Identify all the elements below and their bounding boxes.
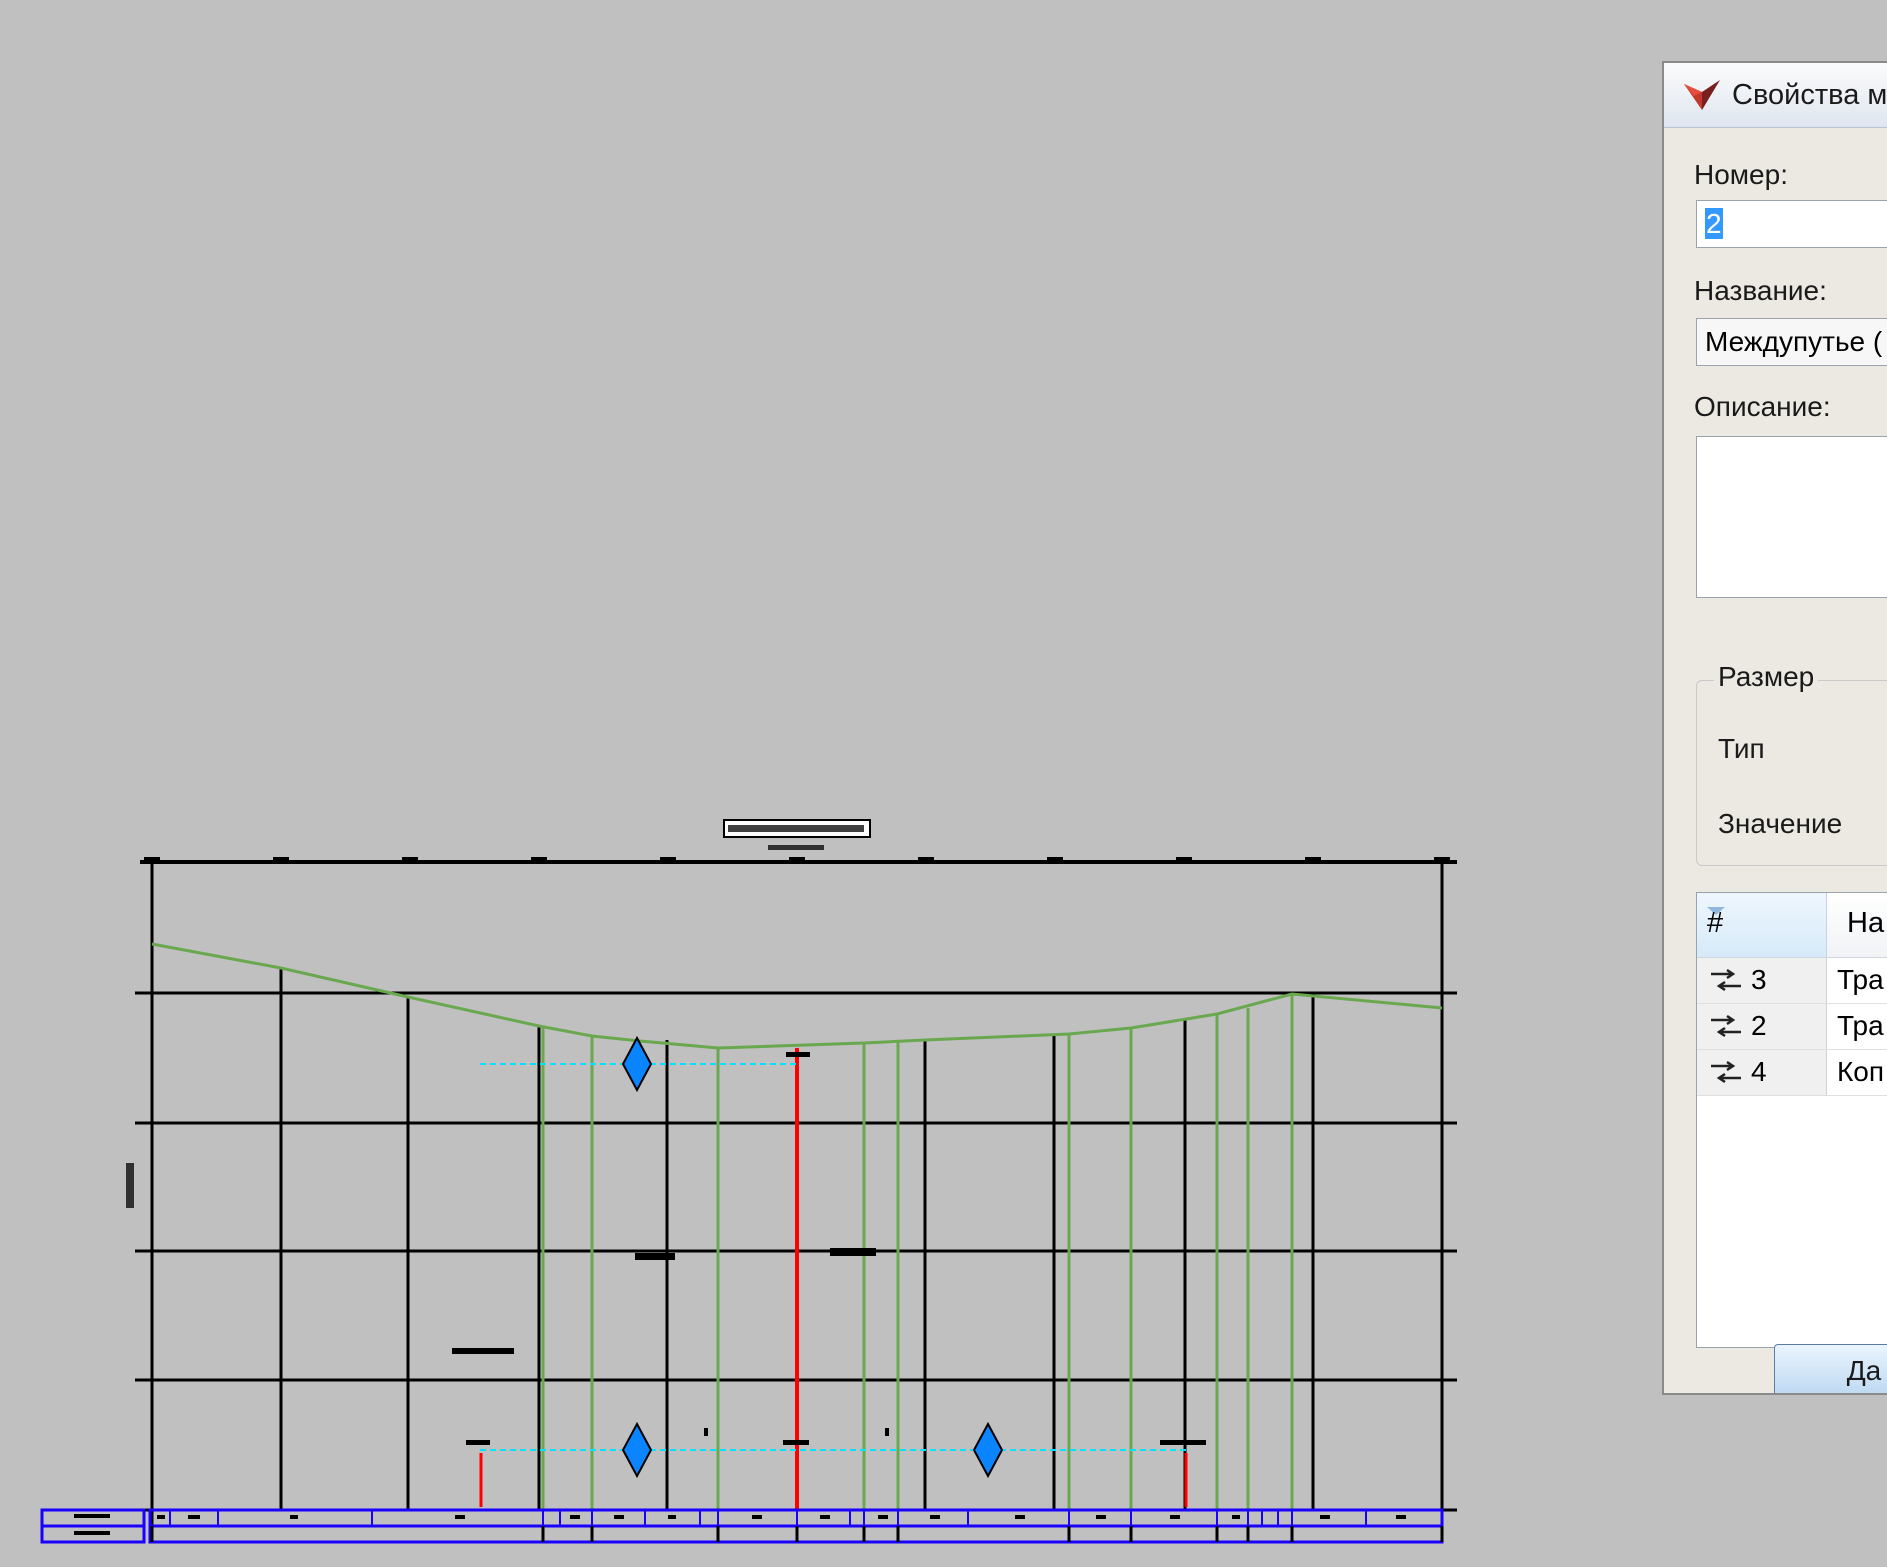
ground-profile-line [151, 942, 1443, 1050]
top-axis-ticks [144, 857, 1450, 863]
number-field[interactable]: 2 [1696, 200, 1887, 248]
green-verticals [541, 994, 1294, 1510]
table-row[interactable]: 2 Тра [1697, 1004, 1887, 1050]
row-name: Тра [1837, 1010, 1884, 1041]
app-logo-icon [1684, 80, 1720, 110]
row-number-cell: 3 [1697, 958, 1827, 1003]
dashed-lines [480, 1063, 1186, 1451]
properties-dialog[interactable]: Свойства м Номер: 2 Название: Междупутье… [1662, 61, 1887, 1395]
size-group-title: Размер [1714, 661, 1819, 693]
table-row[interactable]: 4 Коп [1697, 1050, 1887, 1096]
red-markers [479, 1048, 1188, 1510]
description-textarea[interactable] [1696, 436, 1887, 598]
sort-arrow-icon [1707, 907, 1725, 915]
row-number: 2 [1751, 1010, 1767, 1041]
column-header-name-label: На [1847, 907, 1885, 939]
bottom-band-cell-marks [74, 1514, 1406, 1535]
number-label: Номер: [1694, 159, 1788, 190]
dialog-title: Свойства м [1732, 79, 1887, 111]
value-label: Значение [1718, 808, 1843, 839]
name-label: Название: [1694, 275, 1827, 306]
row-number: 3 [1751, 964, 1767, 995]
row-name: Тра [1837, 964, 1884, 995]
column-header-number[interactable]: # [1697, 893, 1827, 957]
swap-arrows-icon [1711, 968, 1741, 992]
column-header-number-label: # [1707, 907, 1724, 939]
swap-arrows-icon [1711, 1014, 1741, 1038]
type-label: Тип [1718, 733, 1765, 764]
ok-button[interactable]: Да [1774, 1344, 1887, 1393]
swap-arrows-icon [1711, 1060, 1741, 1084]
bottom-band-dividers [169, 1510, 1367, 1526]
table-row[interactable]: 3 Тра [1697, 958, 1887, 1004]
description-label: Описание: [1694, 391, 1831, 422]
table-header: # На [1697, 893, 1887, 958]
bottom-band-ticks [150, 1526, 1444, 1542]
items-table[interactable]: # На 3 Тра 2 [1696, 892, 1887, 1348]
dialog-titlebar[interactable]: Свойства м [1664, 63, 1887, 128]
bottom-band [40, 1508, 1444, 1544]
row-number: 4 [1751, 1056, 1767, 1087]
row-number-cell: 4 [1697, 1050, 1827, 1095]
row-number-cell: 2 [1697, 1004, 1827, 1049]
drawing-title-box [723, 819, 871, 850]
name-value: Междупутье ( [1705, 326, 1883, 357]
y-axis-label [126, 1163, 134, 1208]
name-field[interactable]: Междупутье ( [1696, 318, 1887, 366]
row-name: Коп [1837, 1056, 1885, 1087]
diamond-markers[interactable] [621, 1035, 1004, 1479]
number-value: 2 [1705, 208, 1723, 239]
black-verticals [279, 968, 1315, 1510]
small-annotations [452, 1052, 1206, 1445]
